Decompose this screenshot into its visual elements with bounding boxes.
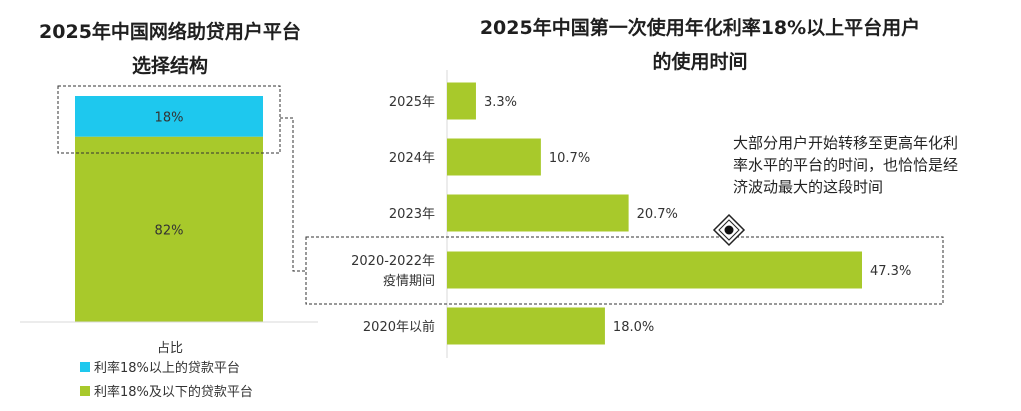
right-bar-value-label-3: 47.3% [870, 264, 911, 279]
right-category-label-3-line0: 2020-2022年 [351, 254, 435, 269]
right-bar-chart: 3.3% 2025年 10.7% 2024年 20.7% 2023年 47.3% 2020-2… [351, 82, 911, 345]
left-bar-value-label-1: 18% [155, 110, 184, 125]
pin-marker-icon [712, 213, 746, 247]
left-chart-title-line2: 选择结构 [132, 54, 208, 77]
right-bar-value-label-4: 18.0% [613, 320, 654, 335]
right-bar-value-label-0: 3.3% [484, 95, 517, 110]
legend-label-0: 利率18%以上的贷款平台 [94, 360, 240, 376]
left-bar-segment-0 [75, 136, 263, 322]
right-bar-2 [447, 194, 629, 232]
right-bar-1 [447, 138, 541, 176]
left-x-label: 占比 [157, 341, 183, 356]
right-category-label-3-line1: 疫情期间 [383, 273, 435, 289]
annotation-line-0: 大部分用户开始转移至更高年化利 [733, 134, 958, 152]
legend-label-1: 利率18%及以下的贷款平台 [94, 384, 253, 400]
right-chart-title-line2: 的使用时间 [652, 50, 747, 73]
left-chart-title-line1: 2025年中国网络助贷用户平台 [39, 20, 301, 43]
right-bar-4 [447, 307, 605, 345]
highlight-box-right [305, 236, 944, 305]
annotation-line-1: 率水平的平台的时间，也恰恰是经 [733, 156, 958, 174]
left-bar-segment-1 [75, 96, 263, 137]
left-bar-value-label-0: 82% [155, 223, 184, 238]
right-bar-3 [447, 251, 862, 289]
annotation-line-2: 济波动最大的这段时间 [733, 178, 883, 196]
connector-line [280, 117, 306, 272]
right-bar-value-label-1: 10.7% [549, 151, 590, 166]
legend-swatch-1 [80, 386, 90, 396]
right-bar-0 [447, 82, 476, 120]
right-category-label-2: 2023年 [389, 207, 435, 222]
right-bar-value-label-2: 20.7% [637, 207, 678, 222]
right-chart-title-line1: 2025年中国第一次使用年化利率18%以上平台用户 [480, 16, 920, 39]
right-category-label-4: 2020年以前 [363, 319, 435, 335]
left-stacked-bar: 82% 18% [75, 96, 263, 322]
legend-swatch-0 [80, 362, 90, 372]
highlight-box-left [57, 85, 281, 154]
right-category-label-1: 2024年 [389, 151, 435, 166]
right-category-label-0: 2025年 [389, 95, 435, 110]
